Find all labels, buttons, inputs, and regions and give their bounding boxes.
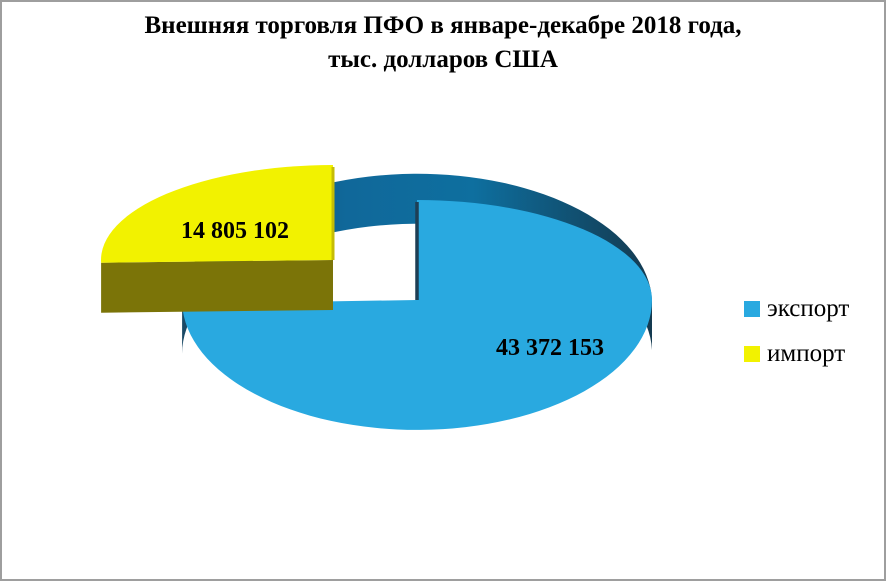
import-color-swatch (744, 346, 760, 362)
import-value-label: 14 805 102 (181, 218, 289, 244)
chart-title: Внешняя торговля ПФО в январе-декабре 20… (2, 9, 884, 77)
chart-title-line2: тыс. долларов США (328, 46, 558, 73)
export-slice[interactable] (182, 200, 652, 430)
legend: экспорт импорт (744, 294, 849, 369)
import-slice[interactable] (101, 165, 333, 263)
legend-item-export[interactable]: экспорт (744, 294, 849, 324)
chart-title-line1: Внешняя торговля ПФО в январе-декабре 20… (144, 12, 742, 39)
legend-label-import: импорт (767, 340, 846, 367)
import-slice-side (101, 260, 333, 313)
export-value-label: 43 372 153 (496, 335, 604, 361)
export-color-swatch (744, 301, 760, 317)
legend-item-import[interactable]: импорт (744, 339, 849, 369)
legend-label-export: экспорт (767, 295, 850, 322)
